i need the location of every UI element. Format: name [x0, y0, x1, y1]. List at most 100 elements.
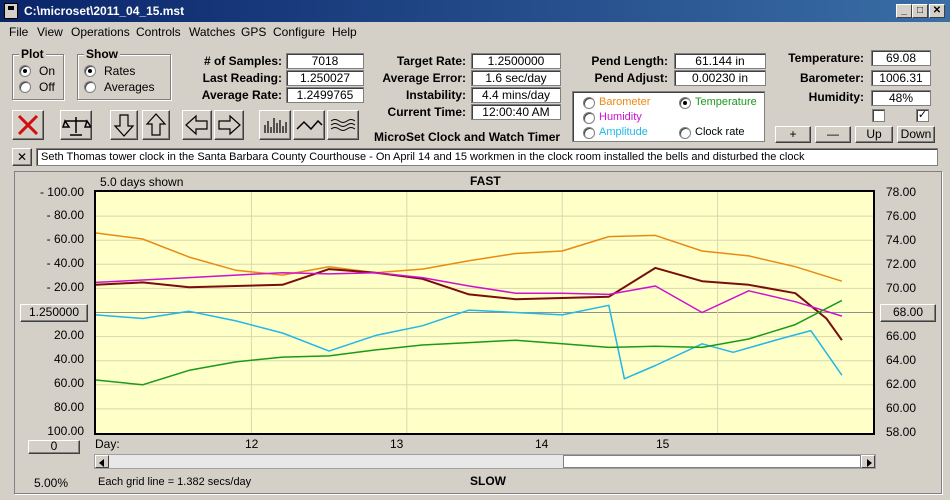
- plot-area: [94, 190, 875, 435]
- series-line-barometer: [95, 232, 843, 282]
- arrow-down-button[interactable]: [110, 110, 138, 140]
- arrow-up-icon: [145, 113, 167, 136]
- show-rates-radio[interactable]: [84, 65, 96, 77]
- histogram-button[interactable]: [259, 110, 291, 140]
- arrow-right-button[interactable]: [214, 110, 244, 140]
- note-close-button[interactable]: ✕: [12, 148, 32, 166]
- left-tick: 20.00: [53, 328, 84, 342]
- x-axis-label: Day:: [95, 437, 120, 451]
- horizontal-scrollbar[interactable]: [94, 454, 876, 469]
- plot-on-radio[interactable]: [19, 65, 31, 77]
- target-rate-label: Target Rate:: [396, 54, 466, 68]
- line-graph-icon: [296, 119, 323, 131]
- samples-value: 7018: [286, 53, 364, 69]
- right-center-value-button[interactable]: 68.00: [880, 304, 936, 322]
- left-tick: - 80.00: [46, 208, 84, 222]
- x-tick: 12: [245, 437, 259, 451]
- last-reading-value: 1.250027: [286, 70, 364, 86]
- menu-gps[interactable]: GPS: [241, 25, 267, 39]
- show-group: Show Rates Averages: [77, 47, 171, 100]
- humidity-label: Humidity:: [808, 90, 864, 104]
- waves-button[interactable]: [327, 110, 359, 140]
- clock-rate-radio[interactable]: [679, 127, 691, 139]
- plot-group-title: Plot: [19, 47, 46, 61]
- scroll-thumb[interactable]: [563, 455, 861, 468]
- checkbox-left[interactable]: [872, 109, 885, 122]
- humidity-radio[interactable]: [583, 112, 595, 124]
- arrow-right-icon: [218, 114, 241, 136]
- clear-button[interactable]: [12, 110, 44, 140]
- temperature-radio[interactable]: [679, 97, 691, 109]
- plot-on-label: On: [39, 64, 56, 78]
- menu-operations[interactable]: Operations: [71, 25, 130, 39]
- clock-rate-option-label: Clock rate: [695, 126, 745, 138]
- app-icon[interactable]: [4, 3, 18, 19]
- menu-file[interactable]: File: [9, 25, 29, 39]
- left-tick: 60.00: [53, 376, 84, 390]
- instability-label: Instability:: [405, 88, 466, 102]
- histogram-icon: [264, 118, 287, 133]
- average-error-value: 1.6 sec/day: [471, 70, 561, 86]
- temperature-option-label: Temperature: [695, 96, 757, 108]
- arrow-down-icon: [113, 114, 135, 137]
- target-rate-value: 1.2500000: [471, 53, 561, 69]
- barometer-radio[interactable]: [583, 97, 595, 109]
- pend-length-label: Pend Length:: [591, 54, 668, 68]
- show-averages-radio[interactable]: [84, 81, 96, 93]
- left-tick: - 100.00: [39, 185, 84, 199]
- show-rates-label: Rates: [104, 64, 136, 78]
- program-name: MicroSet Clock and Watch Timer: [374, 130, 561, 144]
- balance-button[interactable]: [60, 110, 92, 140]
- x-tick: 14: [535, 437, 549, 451]
- chart-svg: [95, 192, 873, 433]
- center-value-button[interactable]: 1.250000: [20, 304, 88, 322]
- menu-view[interactable]: View: [37, 25, 63, 39]
- temperature-label: Temperature:: [788, 51, 864, 65]
- amplitude-radio[interactable]: [583, 127, 595, 139]
- plot-off-radio[interactable]: [19, 81, 31, 93]
- scroll-left-icon: [99, 459, 104, 467]
- arrow-up-button[interactable]: [142, 110, 170, 140]
- show-averages-label: Averages: [104, 80, 155, 94]
- plot-off-label: Off: [39, 80, 55, 94]
- window-title: C:\microset\2011_04_15.mst: [24, 4, 185, 18]
- slow-label: SLOW: [470, 474, 506, 488]
- arrow-left-button[interactable]: [182, 110, 212, 140]
- zoom-level: 5.00%: [34, 476, 69, 490]
- offset-button[interactable]: 0: [28, 440, 80, 454]
- scroll-right-button[interactable]: [861, 455, 875, 468]
- right-tick: 72.00: [886, 257, 917, 271]
- note-field[interactable]: Seth Thomas tower clock in the Santa Bar…: [36, 148, 938, 166]
- pend-adjust-value: 0.00230 in: [674, 70, 766, 86]
- left-tick: 40.00: [53, 352, 84, 366]
- plot-group: Plot On Off: [12, 47, 64, 100]
- days-shown-label: 5.0 days shown: [100, 175, 184, 189]
- minimize-button[interactable]: _: [896, 4, 912, 18]
- left-tick: - 20.00: [46, 280, 84, 294]
- minus-button[interactable]: —: [815, 126, 851, 143]
- chart-panel: [14, 171, 942, 494]
- series-line-temperature: [95, 266, 843, 341]
- menu-help[interactable]: Help: [332, 25, 357, 39]
- right-tick: 62.00: [886, 377, 917, 391]
- maximize-button[interactable]: □: [912, 4, 928, 18]
- menu-configure[interactable]: Configure: [273, 25, 326, 39]
- left-tick: - 40.00: [46, 256, 84, 270]
- up-button[interactable]: Up: [855, 126, 893, 143]
- amplitude-option-label: Amplitude: [599, 126, 648, 138]
- down-button[interactable]: Down: [897, 126, 935, 143]
- fast-label: FAST: [470, 174, 501, 188]
- grid-note: Each grid line = 1.382 secs/day: [98, 476, 252, 488]
- menu-watches[interactable]: Watches: [189, 25, 236, 39]
- checkbox-right[interactable]: ✓: [916, 109, 929, 122]
- plus-button[interactable]: +: [775, 126, 811, 143]
- title-bar: C:\microset\2011_04_15.mst _ □ ✕: [0, 0, 950, 22]
- line-graph-button[interactable]: [293, 110, 325, 140]
- close-window-button[interactable]: ✕: [929, 4, 945, 18]
- menu-controls[interactable]: Controls: [136, 25, 181, 39]
- arrow-left-icon: [185, 114, 208, 136]
- average-rate-value: 1.2499765: [286, 87, 364, 103]
- scroll-left-button[interactable]: [95, 455, 109, 468]
- pend-adjust-label: Pend Adjust:: [594, 71, 668, 85]
- left-tick: 100.00: [47, 424, 84, 438]
